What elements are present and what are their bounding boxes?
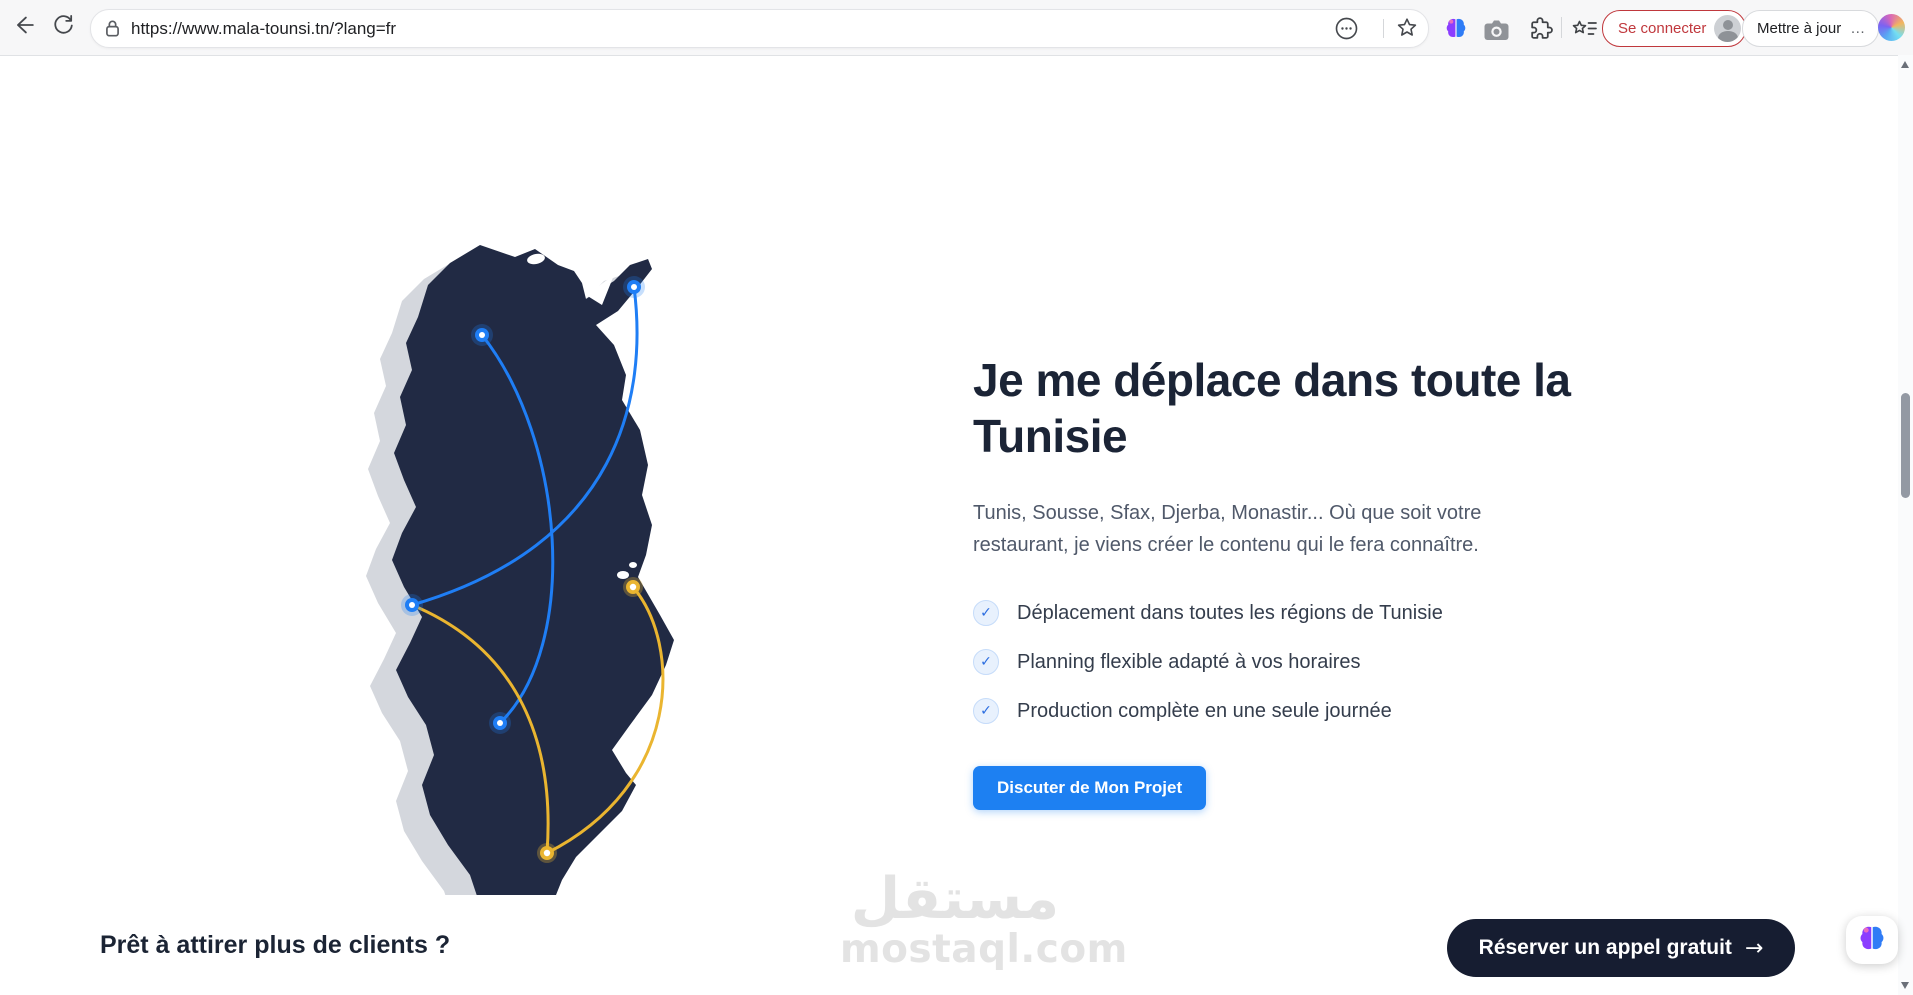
scrollbar-thumb[interactable] <box>1901 393 1910 498</box>
city-dot-monastir <box>623 577 643 597</box>
signin-button[interactable]: Se connecter <box>1602 10 1747 47</box>
scroll-up-arrow[interactable] <box>1901 61 1909 68</box>
benefits-checklist: ✓ Déplacement dans toutes les régions de… <box>973 600 1443 747</box>
copilot-icon[interactable] <box>1878 14 1905 41</box>
refresh-icon <box>51 13 76 43</box>
pill-divider <box>1383 19 1384 38</box>
check-icon: ✓ <box>973 649 999 675</box>
ellipsis-circle-icon[interactable] <box>1333 15 1359 41</box>
puzzle-extensions-icon[interactable] <box>1526 14 1554 42</box>
scroll-down-arrow[interactable] <box>1901 982 1909 989</box>
title-line-2: Tunisie <box>973 410 1128 462</box>
check-icon: ✓ <box>973 698 999 724</box>
route-blue-1 <box>410 285 639 607</box>
list-item: ✓ Planning flexible adapté à vos horaire… <box>973 649 1443 675</box>
extension-floating-widget[interactable] <box>1846 916 1898 964</box>
favorite-star-icon[interactable] <box>1394 15 1420 41</box>
profile-avatar-icon <box>1714 15 1742 42</box>
url-text[interactable]: https://www.mala-tounsi.tn/?lang=fr <box>131 19 397 38</box>
camera-extension-icon[interactable] <box>1482 16 1510 44</box>
check-label: Production complète en une seule journée <box>1017 699 1392 722</box>
list-item: ✓ Production complète en une seule journ… <box>973 698 1443 724</box>
address-bar[interactable]: https://www.mala-tounsi.tn/?lang=fr <box>90 9 1429 48</box>
brain-extension-icon[interactable] <box>1442 14 1470 42</box>
city-dot-northwest <box>471 324 493 346</box>
tunisia-landmass <box>392 245 674 905</box>
tunisia-map-illustration <box>330 225 720 921</box>
brain-icon <box>1856 922 1888 959</box>
check-label: Déplacement dans toutes les régions de T… <box>1017 601 1443 624</box>
discuss-project-button[interactable]: Discuter de Mon Projet <box>973 766 1207 810</box>
bottom-question: Prêt à attirer plus de clients ? <box>100 931 451 959</box>
city-dot-west <box>401 594 423 616</box>
page-title: Je me déplace dans toute la Tunisie <box>973 352 1753 464</box>
list-item: ✓ Déplacement dans toutes les régions de… <box>973 600 1443 626</box>
check-icon: ✓ <box>973 600 999 626</box>
city-dot-south <box>537 843 557 863</box>
book-call-label: Réserver un appel gratuit <box>1478 936 1732 959</box>
vertical-scrollbar[interactable] <box>1898 55 1913 995</box>
signin-label: Se connecter <box>1618 20 1707 37</box>
toolbar-divider <box>1561 17 1562 38</box>
update-button[interactable]: Mettre à jour … <box>1742 10 1880 47</box>
hero-description: Tunis, Sousse, Sfax, Djerba, Monastir...… <box>973 502 1482 556</box>
book-call-button[interactable]: Réserver un appel gratuit → <box>1447 919 1795 977</box>
city-dot-center-south <box>489 712 511 734</box>
title-line-1: Je me déplace dans toute la <box>973 354 1571 406</box>
arrow-right-icon: → <box>1744 935 1764 961</box>
route-blue-2 <box>480 333 555 725</box>
browser-toolbar: https://www.mala-tounsi.tn/?lang=fr <box>0 0 1913 56</box>
favorites-bar-icon[interactable] <box>1570 15 1598 43</box>
route-yellow-2 <box>545 585 665 855</box>
city-dot-tunis <box>623 276 645 298</box>
padlock-icon[interactable] <box>105 19 120 43</box>
discuss-project-label: Discuter de Mon Projet <box>997 778 1183 797</box>
more-options-icon[interactable]: … <box>1850 19 1867 37</box>
update-label: Mettre à jour <box>1757 20 1842 37</box>
back-button[interactable] <box>8 12 39 43</box>
route-yellow-1 <box>410 603 550 855</box>
arrow-left-icon <box>11 12 37 43</box>
refresh-button[interactable] <box>48 12 79 43</box>
check-label: Planning flexible adapté à vos horaires <box>1017 650 1361 673</box>
